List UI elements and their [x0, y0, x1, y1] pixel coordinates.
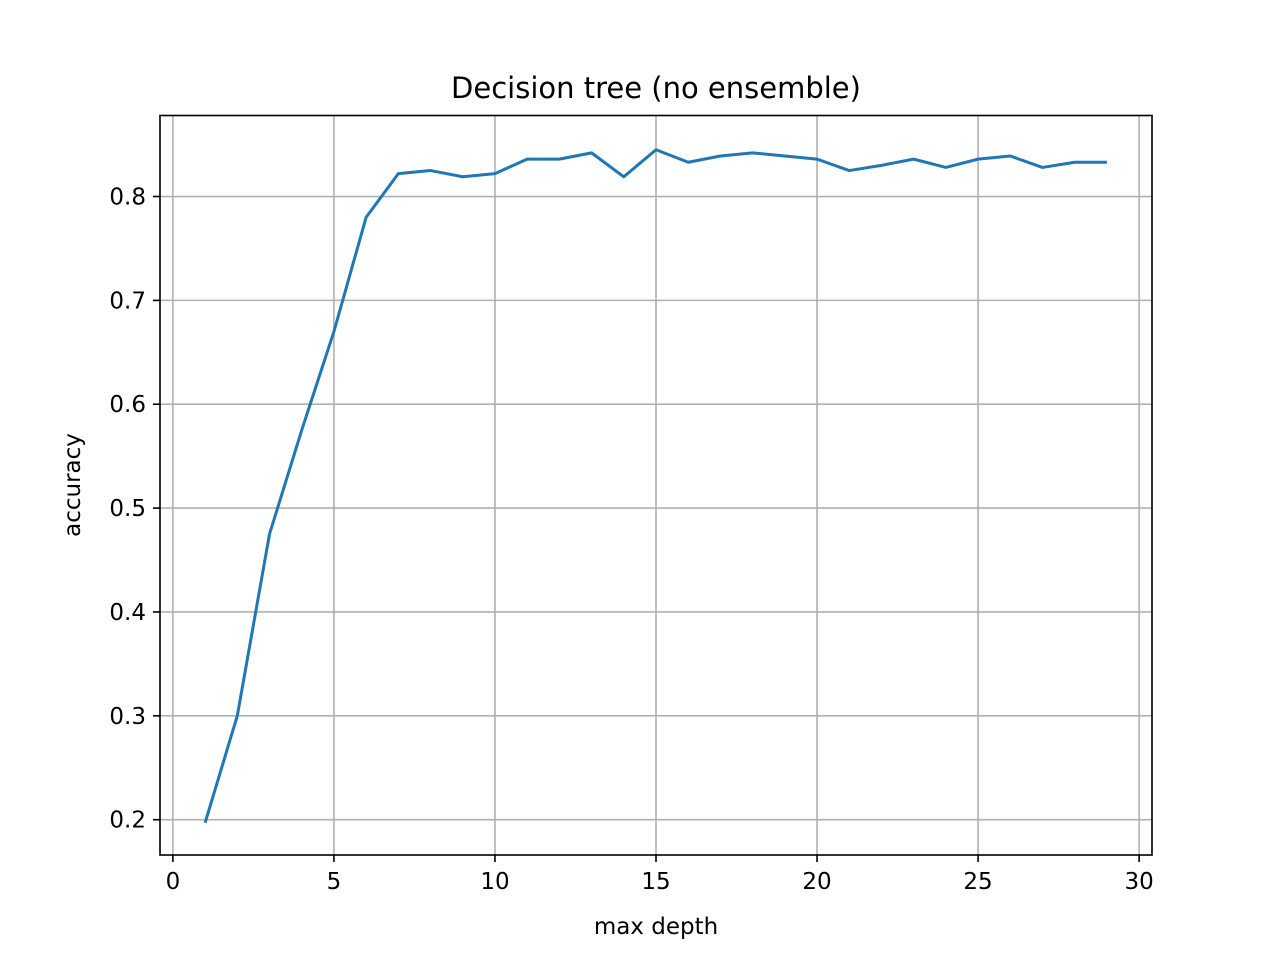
x-tick-label: 25	[963, 869, 992, 895]
ticks: 0 5 10 15 20 25 30 0.2 0.3 0.4 0.5 0.6 0.7 0.8	[109, 185, 1153, 895]
y-axis-label: accuracy	[60, 433, 86, 537]
y-tick-label: 0.2	[109, 808, 146, 834]
grid-lines	[160, 115, 1152, 855]
x-tick-label: 10	[480, 869, 509, 895]
x-tick-label: 30	[1124, 869, 1153, 895]
x-tick-label: 5	[327, 869, 342, 895]
x-axis-label: max depth	[594, 914, 718, 940]
x-tick-label: 20	[802, 869, 831, 895]
x-tick-label: 15	[641, 869, 670, 895]
y-tick-label: 0.7	[109, 288, 146, 314]
series-layer	[203, 148, 1107, 824]
series-line	[203, 148, 1107, 824]
chart-title: Decision tree (no ensemble)	[451, 71, 861, 105]
x-tick-label: 0	[166, 869, 181, 895]
y-tick-label: 0.4	[109, 600, 146, 626]
y-tick-label: 0.3	[109, 704, 146, 730]
y-tick-label: 0.6	[109, 392, 146, 418]
y-tick-label: 0.5	[109, 496, 146, 522]
y-tick-label: 0.8	[109, 185, 146, 211]
